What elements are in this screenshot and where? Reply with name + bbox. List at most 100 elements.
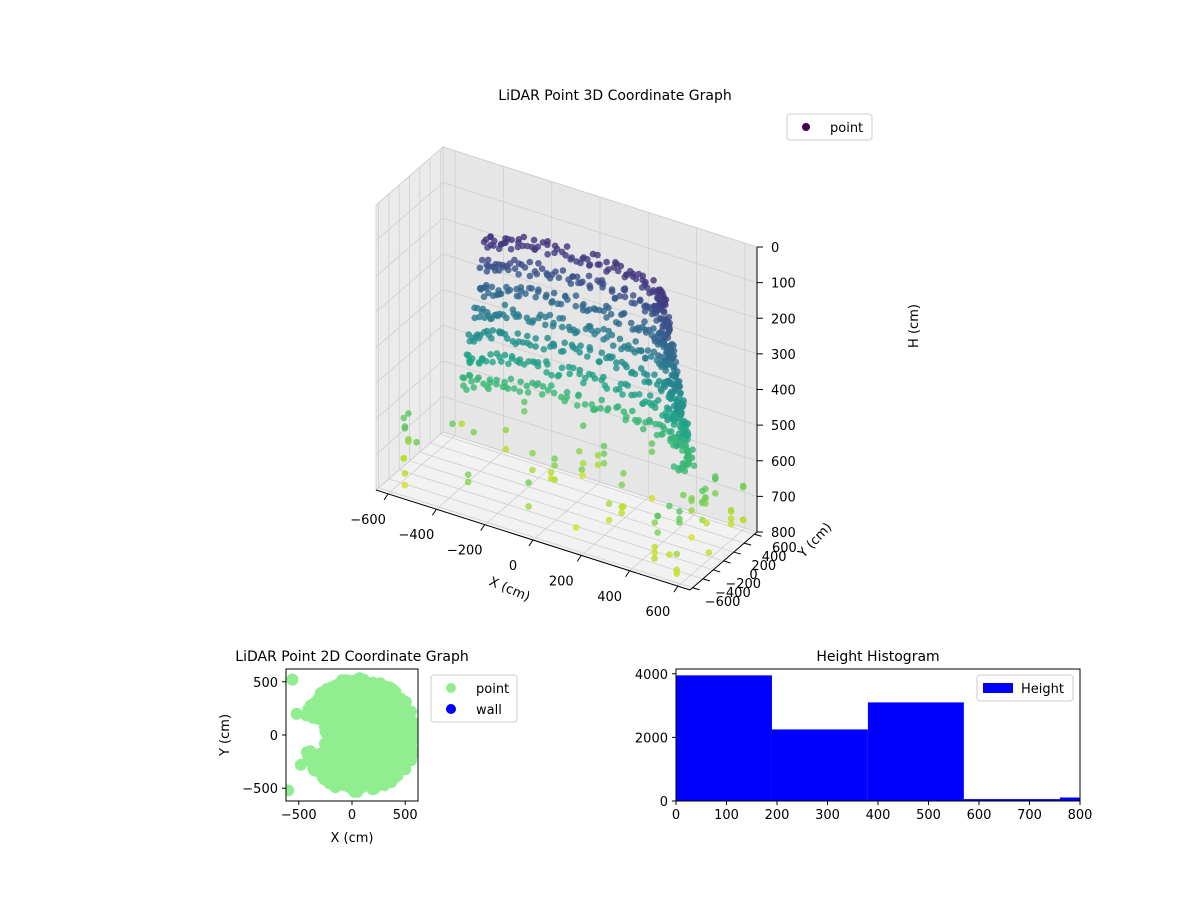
point-3d (712, 490, 719, 497)
point-3d (535, 314, 542, 322)
point-3d (654, 512, 661, 520)
point-2d (326, 736, 338, 749)
point-3d (673, 398, 681, 405)
hist-x-tick-label: 600 (967, 808, 992, 823)
y-tick-label: −400 (715, 586, 751, 601)
point-3d (659, 412, 666, 419)
point-3d (678, 441, 686, 449)
point-2d (368, 679, 380, 692)
point-3d (508, 236, 515, 244)
chart-2d-legend-marker-wall (446, 704, 456, 714)
z-tick-label: 400 (771, 384, 796, 399)
point-3d (648, 495, 656, 502)
point-2d (365, 755, 378, 768)
chart-3d-legend-label: point (830, 121, 863, 136)
point-3d (572, 524, 580, 531)
point-3d (550, 319, 557, 327)
point-3d (542, 321, 549, 329)
x-tick-mark (431, 508, 437, 516)
x-tick-label: −600 (350, 513, 386, 528)
point-3d (651, 338, 659, 345)
point-3d (526, 272, 534, 280)
point-3d (712, 475, 719, 482)
z-tick-label: 200 (771, 312, 796, 327)
chart-3d-points (400, 233, 747, 577)
point-3d (690, 462, 698, 470)
point-3d (514, 311, 522, 318)
point-2d (321, 685, 334, 698)
point-3d (620, 470, 627, 477)
point-3d (651, 519, 659, 526)
y-tick-mark (754, 533, 762, 537)
point-3d (594, 452, 602, 459)
point-3d (650, 348, 658, 356)
point-3d (522, 290, 529, 298)
point-3d (648, 331, 656, 339)
point-3d (702, 500, 709, 507)
point-3d (637, 365, 645, 372)
point-3d (524, 332, 531, 340)
point-3d (516, 388, 524, 395)
grid-back-h (442, 182, 758, 284)
point-3d (484, 256, 492, 264)
point-3d (543, 270, 550, 277)
point-3d (401, 470, 409, 477)
x-tick-mark (673, 585, 679, 593)
point-3d (653, 317, 660, 324)
point-3d (608, 286, 616, 293)
point-3d (653, 357, 661, 364)
point-3d (507, 245, 515, 253)
hist-y-tick-label: 0 (660, 795, 668, 810)
point-3d (487, 233, 494, 240)
point-3d (502, 445, 510, 453)
point-3d (619, 310, 627, 318)
point-3d (616, 385, 623, 393)
point-3d (520, 233, 528, 241)
point-3d (554, 372, 562, 380)
point-3d (674, 381, 681, 389)
point-3d (637, 347, 645, 354)
point-3d (487, 351, 494, 358)
point-3d (612, 319, 620, 326)
y-tick-label-2d: −500 (242, 782, 278, 797)
z-tick-label: 300 (771, 348, 796, 363)
point-3d (517, 378, 524, 386)
point-3d (705, 549, 713, 556)
point-3d (671, 418, 678, 425)
chart-3d: LiDAR Point 3D Coordinate Graph −600−400… (350, 88, 922, 620)
point-2d (407, 720, 418, 733)
point-3d (575, 279, 582, 287)
point-3d (473, 376, 481, 384)
point-3d (540, 346, 548, 353)
point-2d (356, 777, 369, 790)
point-3d (489, 327, 497, 334)
point-3d (652, 420, 659, 428)
point-3d (468, 378, 475, 385)
point-3d (511, 256, 518, 264)
grid-left-h (375, 146, 444, 206)
point-3d (534, 380, 542, 387)
point-3d (616, 335, 624, 343)
grid-back-h (442, 289, 758, 390)
grid-left-h (375, 360, 444, 420)
point-3d (549, 298, 556, 305)
point-3d (607, 310, 615, 318)
y-tick-label: 0 (749, 568, 757, 583)
point-3d (613, 404, 620, 411)
point-3d (632, 338, 639, 345)
point-3d (474, 304, 481, 312)
point-3d (599, 284, 606, 291)
x-tick-label: −200 (447, 544, 483, 559)
point-3d (527, 341, 534, 349)
chart-3d-legend-box (786, 113, 873, 141)
hist-x-tick-label: 0 (672, 808, 680, 823)
point-3d (544, 361, 551, 368)
grid-left-h (375, 396, 444, 455)
point-3d (534, 243, 542, 251)
point-3d (563, 243, 571, 250)
y-tick-label-2d: 0 (270, 729, 278, 744)
point-3d (529, 358, 537, 365)
point-3d (624, 345, 631, 352)
point-3d (523, 242, 531, 250)
point-3d (702, 485, 709, 493)
